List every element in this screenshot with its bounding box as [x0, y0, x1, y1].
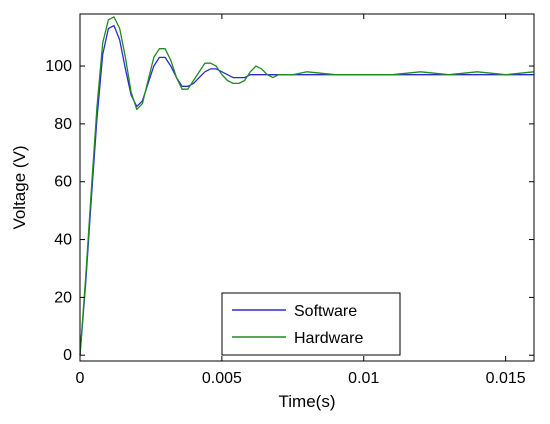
y-tick-label: 0 [63, 347, 72, 364]
x-tick-label: 0.01 [348, 370, 379, 387]
series-line-hardware [79, 16, 535, 356]
y-tick-label: 80 [54, 116, 72, 133]
y-tick-label: 100 [45, 58, 72, 75]
y-tick-label: 60 [54, 174, 72, 191]
ticks-layer: 0 0.005 0.01 0.015 0 20 40 60 80 100 [45, 14, 534, 387]
legend-label-software: Software [294, 303, 357, 320]
series-line-software [79, 24, 534, 356]
x-tick-label: 0 [76, 370, 85, 387]
x-tick-label: 0.005 [202, 370, 242, 387]
y-tick-label: 20 [54, 289, 72, 306]
legend: Software Hardware [221, 292, 401, 356]
legend-label-hardware: Hardware [294, 330, 363, 347]
y-tick-label: 40 [54, 232, 72, 249]
plot-frame [79, 13, 535, 362]
x-axis-label: Time(s) [279, 392, 336, 411]
x-tick-label: 0.015 [486, 370, 526, 387]
legend-box [221, 292, 401, 356]
y-axis-label: Voltage (V) [10, 145, 29, 229]
series-layer [79, 16, 535, 356]
